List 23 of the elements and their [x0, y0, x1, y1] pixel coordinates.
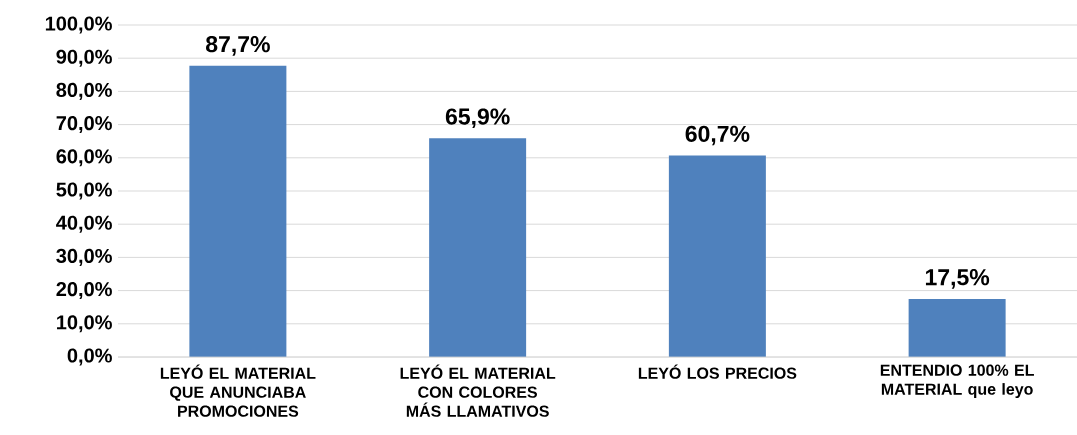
y-tick-label: 40,0%	[56, 215, 112, 233]
data-label: 65,9%	[445, 108, 510, 128]
y-tick-label: 70,0%	[56, 116, 112, 134]
y-tick-label: 90,0%	[56, 49, 112, 67]
x-tick-label: LEYÓ EL MATERIAL QUE ANUNCIABA PROMOCIONES	[160, 364, 316, 417]
y-tick-label: 30,0%	[56, 248, 112, 266]
data-label: 60,7%	[685, 125, 750, 146]
x-tick-label: ENTENDIO 100% EL MATERIAL que leyo	[880, 364, 1034, 399]
y-tick-label: 100,0%	[45, 16, 112, 34]
bar	[189, 65, 287, 357]
y-tick-label: 80,0%	[56, 82, 112, 100]
bar	[668, 155, 766, 357]
y-tick-label: 10,0%	[57, 315, 112, 333]
data-label: 87,7%	[206, 36, 270, 56]
y-tick-label: 0,0%	[67, 348, 112, 366]
bar	[429, 138, 527, 357]
data-label: 17,5%	[925, 269, 990, 289]
bar	[908, 298, 1006, 357]
y-tick-label: 20,0%	[56, 282, 112, 300]
y-tick-label: 60,0%	[56, 149, 112, 167]
y-tick-label: 50,0%	[56, 182, 112, 200]
x-tick-label: LEYÓ EL MATERIAL CON COLORES MÁS LLAMATIVOS	[400, 364, 556, 417]
x-tick-label: LEYÓ LOS PRECIOS	[638, 364, 797, 379]
